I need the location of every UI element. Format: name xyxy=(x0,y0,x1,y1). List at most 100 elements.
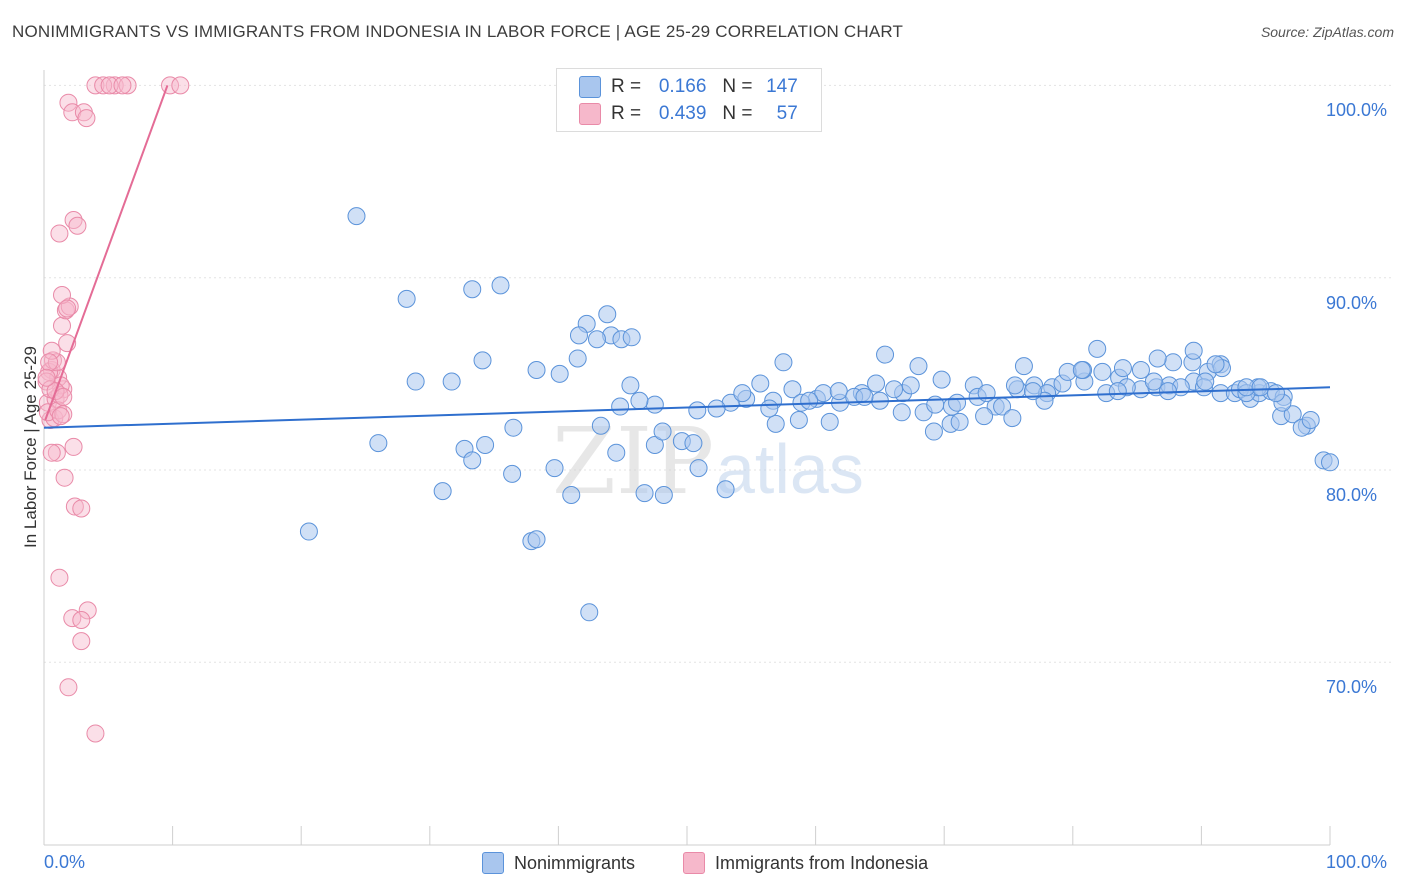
immigrant-point xyxy=(72,499,91,518)
immigrant-point xyxy=(171,76,190,95)
nonimmigrant-point xyxy=(1196,372,1215,391)
nonimmigrant-point xyxy=(751,374,770,393)
immigrant-point xyxy=(72,632,91,651)
nonimmigrant-point xyxy=(545,459,564,478)
nonimmigrant-point xyxy=(550,364,569,383)
nonimmigrant-point xyxy=(527,530,546,549)
nonimmigrant-point xyxy=(645,436,664,454)
immigrant-point xyxy=(118,76,137,95)
nonimmigrant-point xyxy=(1014,357,1033,376)
nonimmigrant-point xyxy=(1088,339,1107,358)
blue-swatch xyxy=(482,852,504,874)
nonimmigrant-point xyxy=(1003,409,1022,428)
n-label: N = xyxy=(722,76,753,97)
source-label: Source: ZipAtlas.com xyxy=(1260,24,1394,40)
nonimmigrant-point xyxy=(876,345,895,364)
nonimmigrant-point xyxy=(1301,411,1320,429)
r-label: R = xyxy=(611,76,642,97)
nonimmigrant-point xyxy=(975,407,994,426)
nonimmigrant-point xyxy=(1251,378,1270,397)
immigrant-point xyxy=(42,443,61,462)
nonimmigrant-point xyxy=(1321,453,1339,472)
nonimmigrant-point xyxy=(587,330,606,349)
immigrant-point xyxy=(100,76,119,95)
y-tick-label: 80.0% xyxy=(1326,485,1378,505)
stats-row-immigrants: R = 0.439 N = 57 xyxy=(579,102,798,126)
nonimmigrant-point xyxy=(688,401,707,420)
nonimmigrant-point xyxy=(829,382,848,401)
nonimmigrant-point xyxy=(580,603,599,622)
nonimmigrant-point xyxy=(733,384,752,403)
watermark-atlas: atlas xyxy=(716,430,864,508)
immigrant-point xyxy=(86,724,105,743)
y-tick-label: 100.0% xyxy=(1326,100,1388,121)
immigrant-point xyxy=(55,468,74,487)
nonimmigrant-point xyxy=(950,412,969,431)
nonimmigrants-trend-line xyxy=(43,386,1331,429)
nonimmigrant-point xyxy=(1266,384,1285,403)
legend-item-nonimmigrants[interactable]: Nonimmigrants xyxy=(482,852,635,874)
immigrant-point xyxy=(68,216,87,235)
immigrant-point xyxy=(50,568,69,587)
nonimmigrant-point xyxy=(932,370,951,389)
nonimmigrant-point xyxy=(1108,382,1127,401)
axes xyxy=(43,70,1331,846)
nonimmigrant-point xyxy=(397,289,416,308)
nonimmigrant-point xyxy=(684,434,703,453)
nonimmigrant-point xyxy=(716,480,735,499)
nonimmigrant-point xyxy=(1131,361,1150,379)
nonimmigrant-point xyxy=(948,393,967,412)
immigrant-point xyxy=(42,341,61,360)
immigrant-point xyxy=(65,497,84,516)
nonimmigrant-point xyxy=(1164,353,1183,372)
immigrant-point xyxy=(86,76,105,95)
immigrant-point xyxy=(94,76,113,95)
legend-label: Nonimmigrants xyxy=(514,852,636,873)
nonimmigrant-point xyxy=(635,484,654,503)
nonimmigrant-point xyxy=(645,395,664,414)
nonimmigrant-point xyxy=(909,357,928,376)
y-axis-label-wrap: In Labor Force | Age 25-29 xyxy=(14,300,44,600)
y-axis-label: In Labor Force | Age 25-29 xyxy=(21,346,40,548)
nonimmigrant-point xyxy=(885,380,904,399)
nonimmigrant-point xyxy=(800,391,819,410)
nonimmigrant-point xyxy=(760,399,779,418)
legend-label: Immigrants from Indonesia xyxy=(715,852,929,873)
nonimmigrant-point xyxy=(689,459,708,478)
chart-title: NONIMMIGRANTS VS IMMIGRANTS FROM INDONES… xyxy=(12,22,904,41)
nonimmigrant-point xyxy=(491,276,510,295)
blue-swatch xyxy=(579,76,601,98)
immigrant-point xyxy=(58,299,77,318)
nonimmigrant-point xyxy=(774,353,793,372)
nonimmigrant-point xyxy=(654,486,673,504)
immigrant-point xyxy=(53,316,72,335)
legend-item-immigrants[interactable]: Immigrants from Indonesia xyxy=(683,852,928,874)
immigrants-trend-line xyxy=(44,85,169,421)
nonimmigrant-point xyxy=(369,434,388,453)
immigrant-point xyxy=(72,611,91,629)
nonimmigrant-point xyxy=(707,399,726,418)
nonimmigrant-point xyxy=(621,376,640,395)
r-label: R = xyxy=(611,103,642,124)
nonimmigrant-point xyxy=(1148,349,1167,368)
immigrants-points xyxy=(37,76,190,743)
nonimmigrant-point xyxy=(504,418,523,437)
immigrant-point xyxy=(51,407,70,426)
stats-row-nonimmigrants: R = 0.166 N = 147 xyxy=(579,75,798,99)
nonimmigrant-point xyxy=(1158,382,1177,401)
nonimmigrant-point xyxy=(820,412,839,431)
nonimmigrant-point xyxy=(789,411,808,429)
nonimmigrant-point xyxy=(476,436,495,454)
y-tick-label: 70.0% xyxy=(1326,677,1378,698)
nonimmigrant-point xyxy=(299,522,318,541)
nonimmigrant-point xyxy=(463,280,482,299)
nonimmigrant-point xyxy=(766,414,785,433)
nonimmigrant-point xyxy=(1023,382,1042,401)
x-tick-max: 100.0% xyxy=(1326,852,1388,872)
stats-legend: R = 0.166 N = 147 R = 0.439 N = 57 xyxy=(556,68,822,132)
watermark: ZIP atlas xyxy=(552,408,864,515)
y-tick-label: 90.0% xyxy=(1326,292,1378,313)
n-label: N = xyxy=(722,103,753,124)
nonimmigrant-point xyxy=(867,374,886,393)
